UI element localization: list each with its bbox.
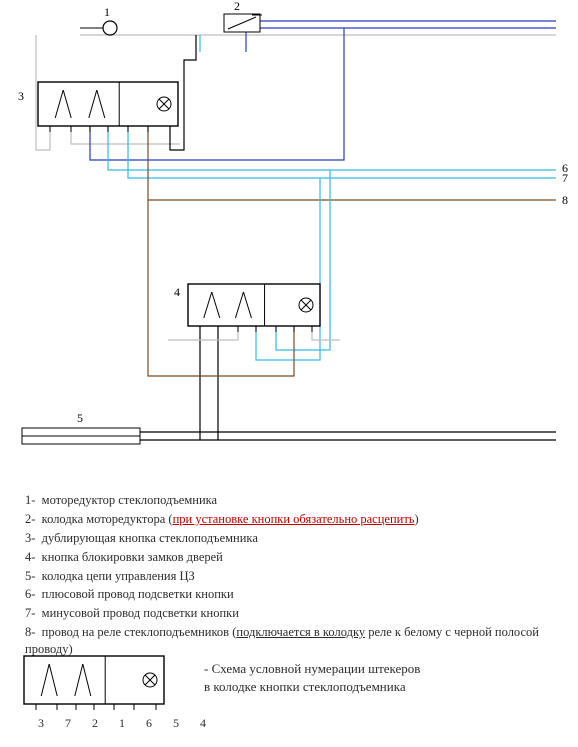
legend-3: 3- дублирующая кнопка стеклоподъемника bbox=[25, 530, 565, 547]
plug-pin-numbers: 3 7 2 1 6 5 4 bbox=[38, 716, 215, 731]
wiring-schematic: 12345678 bbox=[0, 0, 578, 490]
svg-text:8: 8 bbox=[562, 193, 568, 207]
legend-4: 4- кнопка блокировки замков дверей bbox=[25, 549, 565, 566]
legend-1: 1- моторедуктор стеклоподъемника bbox=[25, 492, 565, 509]
svg-text:4: 4 bbox=[174, 285, 180, 299]
svg-text:5: 5 bbox=[77, 411, 83, 425]
legend-5: 5- колодка цепи управления ЦЗ bbox=[25, 568, 565, 585]
svg-text:3: 3 bbox=[18, 89, 24, 103]
legend-2: 2- колодка моторедуктора (при установке … bbox=[25, 511, 565, 528]
legend-6: 6- плюсовой провод подсветки кнопки bbox=[25, 586, 565, 603]
plug-legend-schematic bbox=[22, 650, 202, 714]
legend-7: 7- минусовой провод подсветки кнопки bbox=[25, 605, 565, 622]
legend-list: 1- моторедуктор стеклоподъемника 2- коло… bbox=[25, 492, 565, 660]
svg-text:2: 2 bbox=[234, 0, 240, 13]
svg-text:7: 7 bbox=[562, 171, 568, 185]
svg-text:1: 1 bbox=[104, 5, 110, 19]
plug-caption: - Схема условной нумерации штекеров в ко… bbox=[204, 660, 564, 695]
